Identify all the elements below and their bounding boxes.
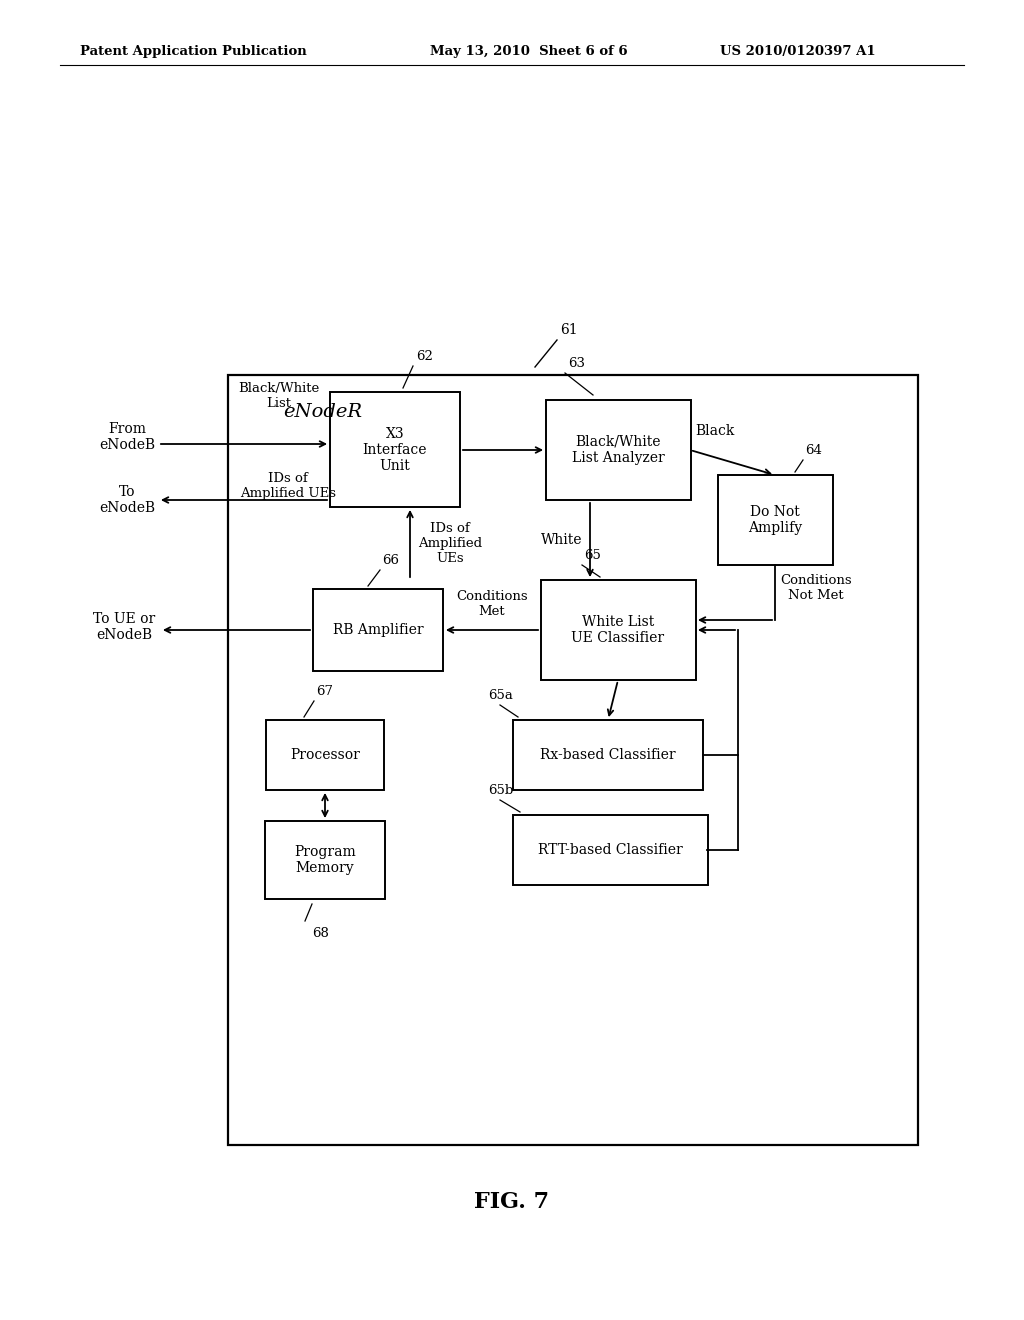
- Text: Do Not
Amplify: Do Not Amplify: [748, 504, 802, 535]
- Text: White List
UE Classifier: White List UE Classifier: [571, 615, 665, 645]
- Bar: [546, 400, 691, 500]
- Text: eNodeR: eNodeR: [283, 403, 362, 421]
- Text: To UE or
eNodeB: To UE or eNodeB: [93, 612, 155, 642]
- Text: Black/White
List Analyzer: Black/White List Analyzer: [571, 434, 665, 465]
- Text: May 13, 2010  Sheet 6 of 6: May 13, 2010 Sheet 6 of 6: [430, 45, 628, 58]
- Text: 65b: 65b: [488, 784, 513, 797]
- Text: X3
Interface
Unit: X3 Interface Unit: [362, 426, 427, 473]
- Bar: [313, 589, 443, 671]
- Text: Black: Black: [695, 424, 734, 438]
- Text: 68: 68: [312, 927, 329, 940]
- Text: 66: 66: [382, 554, 399, 568]
- Text: Rx-based Classifier: Rx-based Classifier: [541, 748, 676, 762]
- Text: 62: 62: [416, 350, 433, 363]
- Bar: [541, 579, 696, 680]
- Text: US 2010/0120397 A1: US 2010/0120397 A1: [720, 45, 876, 58]
- Text: Patent Application Publication: Patent Application Publication: [80, 45, 307, 58]
- Text: IDs of
Amplified UEs: IDs of Amplified UEs: [240, 473, 336, 500]
- Text: 65: 65: [584, 549, 601, 562]
- Text: From
eNodeB: From eNodeB: [99, 422, 155, 451]
- Text: RB Amplifier: RB Amplifier: [333, 623, 423, 638]
- Text: White: White: [541, 533, 582, 546]
- Text: 61: 61: [560, 323, 578, 337]
- Text: Conditions
Met: Conditions Met: [456, 590, 527, 618]
- Text: Conditions
Not Met: Conditions Not Met: [780, 574, 852, 602]
- Text: IDs of
Amplified
UEs: IDs of Amplified UEs: [418, 523, 482, 565]
- Text: To
eNodeB: To eNodeB: [99, 484, 155, 515]
- Text: RTT-based Classifier: RTT-based Classifier: [538, 843, 682, 857]
- Text: 65a: 65a: [488, 689, 513, 702]
- Text: 64: 64: [805, 444, 822, 457]
- Bar: [513, 719, 703, 789]
- Text: 67: 67: [316, 685, 333, 698]
- Text: Black/White
List: Black/White List: [238, 381, 319, 411]
- Bar: [266, 719, 384, 789]
- Text: Program
Memory: Program Memory: [294, 845, 356, 875]
- Text: 63: 63: [568, 356, 585, 370]
- Text: FIG. 7: FIG. 7: [474, 1191, 550, 1213]
- Bar: [265, 821, 385, 899]
- Bar: [330, 392, 460, 507]
- Bar: [513, 814, 708, 884]
- Bar: [718, 475, 833, 565]
- Bar: [228, 375, 918, 1144]
- Text: Processor: Processor: [290, 748, 360, 762]
